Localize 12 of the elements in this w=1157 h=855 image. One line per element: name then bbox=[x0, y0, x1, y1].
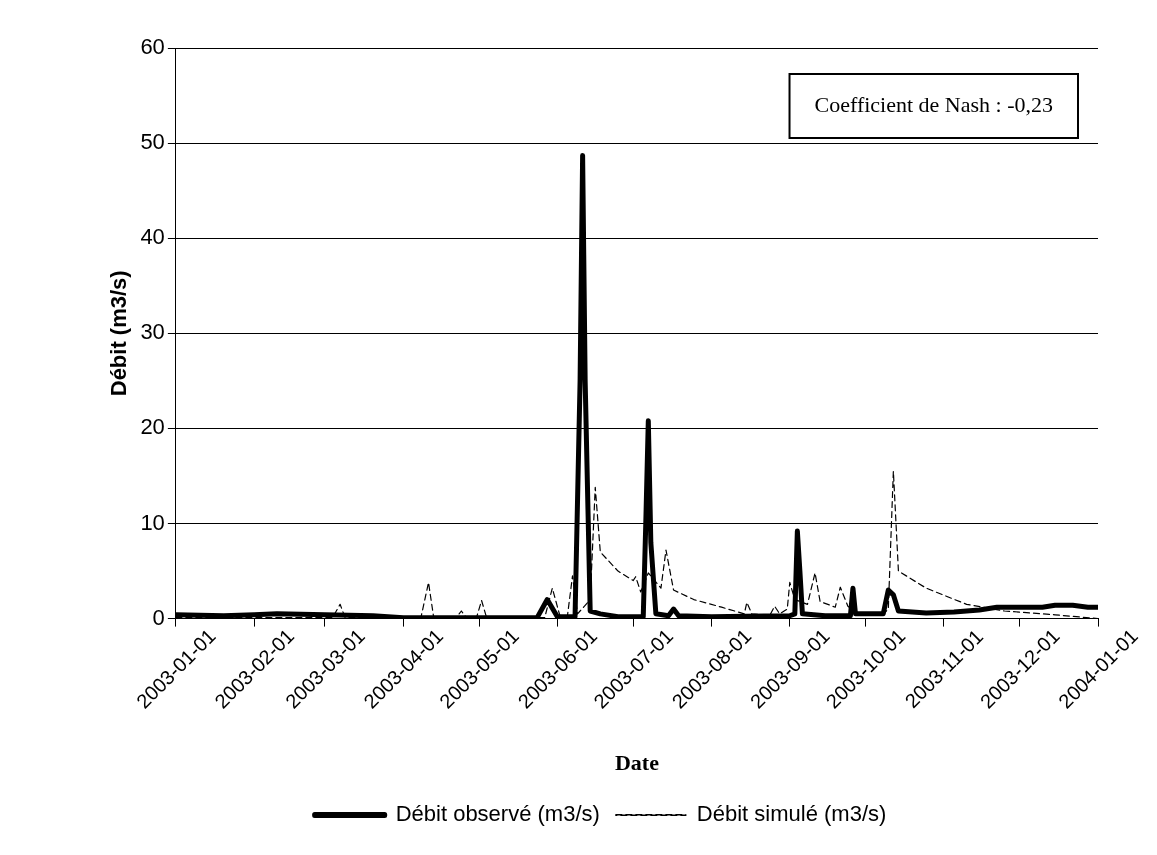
legend-label: Débit simulé (m3/s) bbox=[696, 801, 887, 827]
y-tick-label: 20 bbox=[140, 414, 165, 440]
x-axis-title: Date bbox=[614, 750, 660, 776]
annotation: Coefficient de Nash : -0,23 bbox=[814, 91, 1053, 117]
y-tick-label: 40 bbox=[140, 224, 165, 250]
y-axis-title: Débit (m3/s) bbox=[106, 270, 132, 397]
y-tick-label: 30 bbox=[140, 319, 165, 345]
y-tick-label: 50 bbox=[140, 129, 165, 155]
y-tick-label: 0 bbox=[152, 604, 165, 630]
y-tick-label: 60 bbox=[140, 34, 165, 60]
y-tick-label: 10 bbox=[140, 509, 165, 535]
legend-label: Débit observé (m3/s) bbox=[395, 801, 600, 827]
